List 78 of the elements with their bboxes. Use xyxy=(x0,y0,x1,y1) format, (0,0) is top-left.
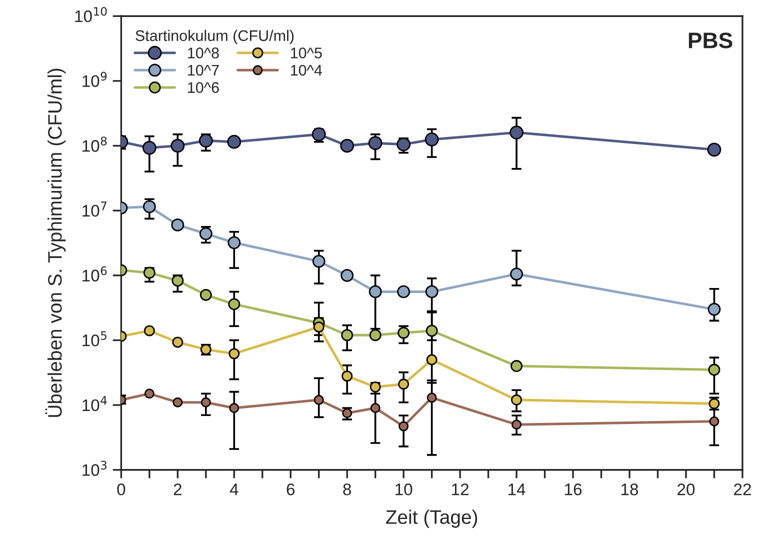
point xyxy=(198,134,213,148)
point xyxy=(426,392,437,403)
x-tick-label: 0 xyxy=(117,484,126,496)
point xyxy=(426,354,438,366)
point xyxy=(199,227,212,240)
point xyxy=(228,348,240,360)
y-tick-label: 10$^{7}$ xyxy=(82,202,106,217)
point xyxy=(314,394,324,405)
y-tick-label: 10$^{10}$ xyxy=(75,6,107,22)
point xyxy=(397,285,410,298)
y-axis-title: Überleben von S. Typhimurium (CFU/ml) xyxy=(45,68,66,417)
point xyxy=(396,137,411,152)
point xyxy=(142,200,156,214)
y-tick-label: 10$^{8}$ xyxy=(82,136,107,152)
point xyxy=(200,288,212,301)
point xyxy=(370,403,380,414)
legend-label: 10^8 xyxy=(188,48,219,58)
point xyxy=(143,266,156,279)
point xyxy=(398,378,410,390)
point xyxy=(425,285,438,298)
point xyxy=(200,397,211,408)
x-tick-label: 8 xyxy=(343,484,352,496)
point xyxy=(172,336,184,348)
point xyxy=(398,421,409,432)
y-tick-label: 10$^{9}$ xyxy=(82,72,107,88)
y-tick-label: 10$^{5}$ xyxy=(82,331,106,346)
point xyxy=(340,138,354,153)
point xyxy=(424,132,439,146)
point xyxy=(227,134,242,149)
point xyxy=(368,136,382,150)
legend-label: 10^6 xyxy=(188,82,219,93)
point xyxy=(510,126,524,140)
point xyxy=(426,324,438,337)
x-tick-label: 6 xyxy=(286,484,295,496)
x-tick-label: 10 xyxy=(396,484,412,496)
point xyxy=(144,388,154,399)
x-tick-label: 4 xyxy=(230,484,238,496)
x-tick-label: 14 xyxy=(508,484,526,496)
point xyxy=(708,302,721,316)
point xyxy=(398,326,410,339)
point xyxy=(229,403,240,414)
annotation: PBS xyxy=(688,32,732,48)
point xyxy=(341,329,354,342)
point xyxy=(368,285,382,298)
point xyxy=(170,138,185,153)
point xyxy=(340,268,354,282)
point xyxy=(172,274,184,287)
x-tick-label: 20 xyxy=(678,484,695,496)
legend-title: Startinokulum (CFU/ml) xyxy=(136,30,294,44)
point xyxy=(142,140,156,155)
point xyxy=(312,254,326,268)
point xyxy=(512,420,522,430)
y-tick-label: 10$^{3}$ xyxy=(82,460,107,476)
point xyxy=(228,236,241,250)
point xyxy=(313,322,324,332)
y-tick-label: 10$^{6}$ xyxy=(82,266,107,282)
x-tick-label: 18 xyxy=(622,484,638,496)
point xyxy=(511,394,522,406)
point xyxy=(342,370,353,382)
point xyxy=(708,364,720,376)
point xyxy=(369,329,382,342)
x-tick-label: 2 xyxy=(174,484,182,496)
x-tick-label: 16 xyxy=(565,484,582,496)
legend-label: 10^5 xyxy=(290,48,322,58)
point xyxy=(172,397,183,408)
point xyxy=(709,416,720,426)
point xyxy=(171,218,184,232)
x-tick-label: 22 xyxy=(734,484,751,496)
x-tick-label: 12 xyxy=(452,484,468,496)
point xyxy=(707,142,722,157)
point xyxy=(228,298,240,310)
x-axis-title: Zeit (Tage) xyxy=(386,510,478,528)
y-tick-label: 10$^{4}$ xyxy=(82,396,107,412)
point xyxy=(510,268,523,280)
point xyxy=(144,325,155,336)
point xyxy=(510,360,523,372)
legend-label: 10^4 xyxy=(290,64,322,76)
legend-label: 10^7 xyxy=(188,64,219,76)
